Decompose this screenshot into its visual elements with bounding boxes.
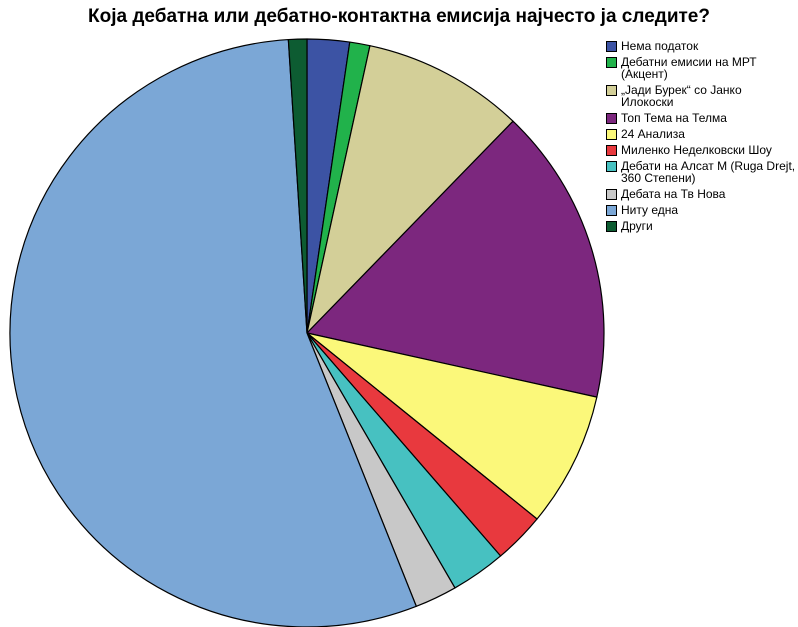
pie-slice [287, 38, 308, 334]
legend-label: Миленко Неделковски Шоу [621, 143, 772, 157]
legend-swatch [606, 205, 617, 216]
legend-item: „Јади Бурек“ со Јанко Илокоски [606, 84, 796, 108]
legend-label: „Јади Бурек“ со Јанко Илокоски [621, 83, 742, 109]
legend-swatch [606, 41, 617, 52]
chart-title: Која дебатна или дебатно-контактна емиси… [88, 6, 710, 27]
legend-label: 24 Анализа [621, 127, 685, 141]
legend-item: Дебата на Тв Нова [606, 188, 796, 200]
legend-label: Нема податок [621, 39, 699, 53]
legend-label: Дебати на Алсат М (Ruga Drejt, 360 Степе… [621, 159, 796, 185]
legend-swatch [606, 113, 617, 124]
legend-item: Дебати на Алсат М (Ruga Drejt, 360 Степе… [606, 160, 796, 184]
legend-swatch [606, 145, 617, 156]
legend-swatch [606, 57, 617, 68]
legend-swatch [606, 129, 617, 140]
legend-item: Дебатни емисии на МРТ (Акцент) [606, 56, 796, 80]
pie-slice [306, 120, 605, 398]
legend-swatch [606, 161, 617, 172]
legend-item: Топ Тема на Телма [606, 112, 796, 124]
legend-label: Дебата на Тв Нова [621, 187, 726, 201]
legend-item: Други [606, 220, 796, 232]
pie-slice [306, 45, 514, 334]
legend-swatch [606, 189, 617, 200]
legend-item: Миленко Неделковски Шоу [606, 144, 796, 156]
legend-label: Други [621, 219, 653, 233]
legend-item: Нема податок [606, 40, 796, 52]
legend-swatch [606, 221, 617, 232]
legend-label: Топ Тема на Телма [621, 111, 727, 125]
legend-item: 24 Анализа [606, 128, 796, 140]
pie-slice [9, 38, 417, 627]
pie-slice [306, 332, 598, 520]
legend-label: Ниту една [621, 203, 679, 217]
legend-label: Дебатни емисии на МРТ (Акцент) [621, 55, 757, 81]
chart-legend: Нема податок Дебатни емисии на МРТ (Акцен… [606, 40, 796, 236]
legend-swatch [606, 85, 617, 96]
legend-item: Ниту една [606, 204, 796, 216]
